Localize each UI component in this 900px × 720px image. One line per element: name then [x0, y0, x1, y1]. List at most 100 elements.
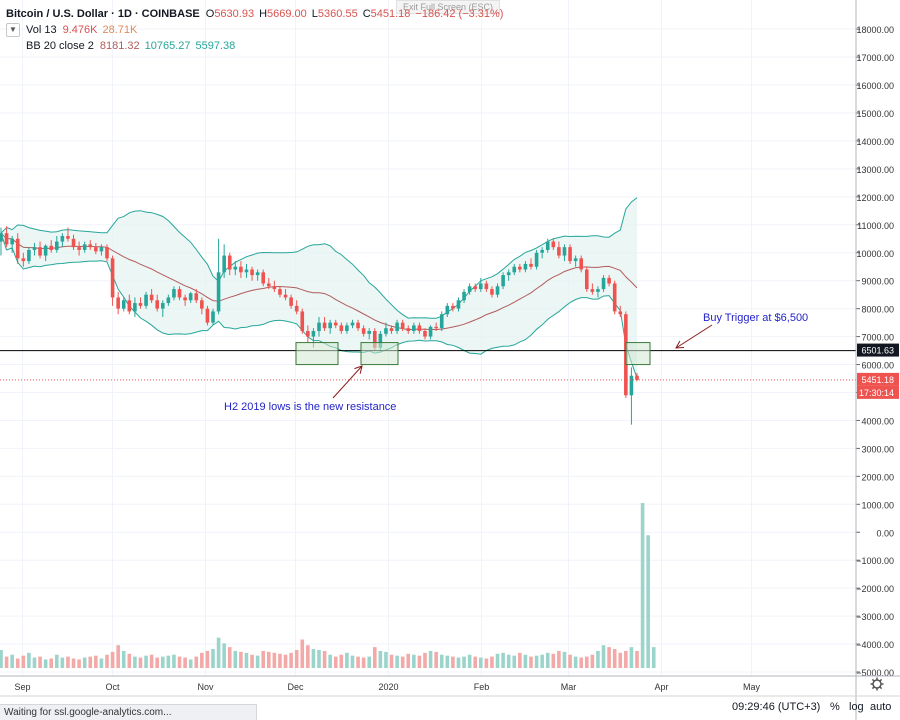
candle-body [512, 266, 517, 273]
gear-tooth [879, 678, 883, 682]
y-tick-label: 10000.00 [856, 249, 894, 259]
candle-body [618, 311, 623, 315]
candle-body [43, 245, 48, 256]
time-axis[interactable]: Sep Oct Nov Dec 2020 Feb Mar Apr May [0, 675, 900, 697]
volume-bar [367, 656, 372, 668]
candle-body [389, 328, 394, 332]
volume-bar [105, 654, 109, 668]
volume-bar [529, 656, 533, 668]
y-tick-label: −3000.00 [856, 612, 894, 622]
candle-body [227, 255, 232, 270]
trigger-arrow [675, 324, 713, 349]
symbol-title[interactable]: Bitcoin / U.S. Dollar · 1D · COINBASE [6, 8, 200, 20]
candle-body [400, 322, 405, 329]
volume-label[interactable]: Vol 13 [26, 24, 57, 36]
x-tick-label: 2020 [378, 682, 398, 692]
bb-upper-band [0, 197, 638, 319]
volume-bar [540, 654, 544, 668]
volume-bar [60, 657, 65, 668]
candle-body [188, 293, 193, 301]
volume-bar [138, 657, 143, 668]
trigger-arrow-head [675, 340, 685, 349]
candle-body [372, 331, 377, 348]
volume-bar [311, 649, 316, 668]
volume-bar [222, 643, 226, 668]
volume-bar [557, 650, 561, 668]
candle-body [378, 333, 383, 348]
candle-body [278, 289, 282, 295]
candle-body [601, 277, 606, 290]
volume-bar [518, 652, 522, 668]
volume-bar [306, 645, 310, 668]
candle-body [573, 258, 578, 262]
log-scale-toggle[interactable]: log [849, 701, 864, 713]
volume-bar [272, 652, 277, 668]
candle-body [27, 249, 31, 262]
candle-body [596, 289, 600, 292]
candle-body [506, 272, 511, 276]
volume-bar [339, 654, 344, 668]
percent-scale-toggle[interactable]: % [830, 701, 840, 713]
candle-body [194, 293, 199, 301]
volume-bars [0, 503, 656, 668]
volume-bar [244, 652, 249, 668]
trigger-price-tag: 6501.63 [861, 346, 894, 356]
volume-bar [27, 652, 31, 668]
volume-bar [434, 651, 438, 668]
bb-label[interactable]: BB 20 close 2 [26, 40, 94, 52]
candle-body [82, 244, 87, 250]
candle-body [478, 283, 483, 290]
candle-body [412, 325, 416, 332]
chevron-down-icon[interactable]: ▼ [6, 23, 20, 37]
volume-bar [345, 652, 349, 668]
volume-bar [0, 649, 3, 668]
countdown-tag-bg [857, 385, 899, 399]
volume-bar [573, 656, 578, 668]
volume-bar [629, 647, 634, 668]
bb-upper-value: 10765.27 [144, 40, 191, 52]
candle-body [66, 235, 70, 239]
candle-body [462, 291, 466, 301]
candle-body [15, 238, 20, 259]
volume-bar [121, 650, 126, 668]
chart-grid [0, 0, 856, 676]
volume-bar [618, 652, 623, 668]
y-tick-label: 18000.00 [856, 25, 894, 35]
exit-fullscreen-button[interactable]: Exit Full Screen (ESC) [396, 0, 501, 14]
close-value: 5451.18 [370, 8, 411, 20]
y-tick-label: 11000.00 [857, 221, 894, 231]
volume-bar [15, 658, 20, 668]
volume-bar [568, 654, 572, 668]
volume-bar [395, 655, 399, 668]
candle-body [38, 247, 42, 256]
volume-bar [333, 656, 338, 668]
y-tick-label: −5000.00 [856, 668, 894, 678]
volume-bar [590, 654, 595, 668]
candle-body [545, 241, 550, 250]
volume-bar [495, 653, 500, 668]
volume-bar [94, 655, 98, 668]
price-axis[interactable]: 18000.00 17000.00 16000.00 15000.00 14000.00… [855, 0, 899, 720]
candle-body [71, 238, 76, 248]
volume-bar [99, 658, 104, 668]
volume-bar [71, 658, 76, 668]
candle-body [635, 375, 639, 380]
volume-bar [467, 654, 472, 668]
auto-scale-toggle[interactable]: auto [870, 701, 892, 713]
candle-body [211, 311, 215, 323]
candle-body [518, 266, 522, 270]
clock-readout[interactable]: 09:29:46 (UTC+3) [732, 701, 821, 713]
volume-bar [133, 656, 137, 668]
volume-bar [601, 645, 606, 668]
candle-body [99, 247, 104, 252]
bb-legend-row: BB 20 close 2 8181.32 10765.27 5597.38 [6, 38, 508, 54]
candle-body [557, 247, 561, 256]
candle-body [4, 233, 9, 245]
volume-bar [66, 656, 70, 668]
volume-legend-row: ▼ Vol 13 9.476K 28.71K [6, 22, 508, 38]
volume-bar [501, 652, 505, 668]
gear-icon [870, 677, 884, 691]
candle-body [406, 328, 411, 332]
